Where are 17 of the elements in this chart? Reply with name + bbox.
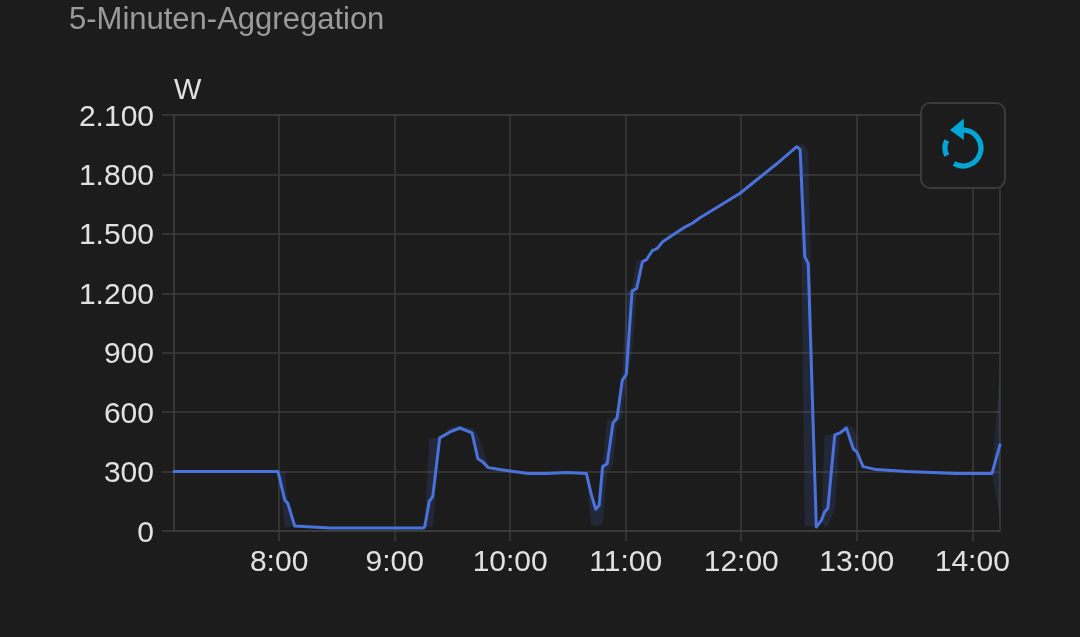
y-tick-label: 1.200 bbox=[78, 276, 154, 310]
y-tick-label: 0 bbox=[137, 514, 154, 548]
x-tick-label: 10:00 bbox=[472, 543, 548, 577]
y-tick-label: 1.800 bbox=[78, 157, 154, 191]
chart-title: 5-Minuten-Aggregation bbox=[69, 1, 385, 36]
y-tick-label: 600 bbox=[103, 395, 154, 429]
y-tick-label: 2.100 bbox=[78, 98, 154, 132]
x-tick-label: 11:00 bbox=[589, 543, 663, 577]
x-tick-label: 8:00 bbox=[249, 543, 309, 577]
x-tick-label: 14:00 bbox=[934, 543, 1010, 577]
y-tick-label: 900 bbox=[103, 336, 154, 370]
x-tick-label: 9:00 bbox=[365, 543, 424, 577]
y-tick-label: 1.500 bbox=[78, 217, 154, 251]
y-axis-title: W bbox=[174, 72, 202, 105]
x-tick-label: 13:00 bbox=[819, 543, 895, 577]
y-tick-label: 300 bbox=[103, 455, 154, 489]
x-tick-label: 12:00 bbox=[703, 543, 779, 577]
